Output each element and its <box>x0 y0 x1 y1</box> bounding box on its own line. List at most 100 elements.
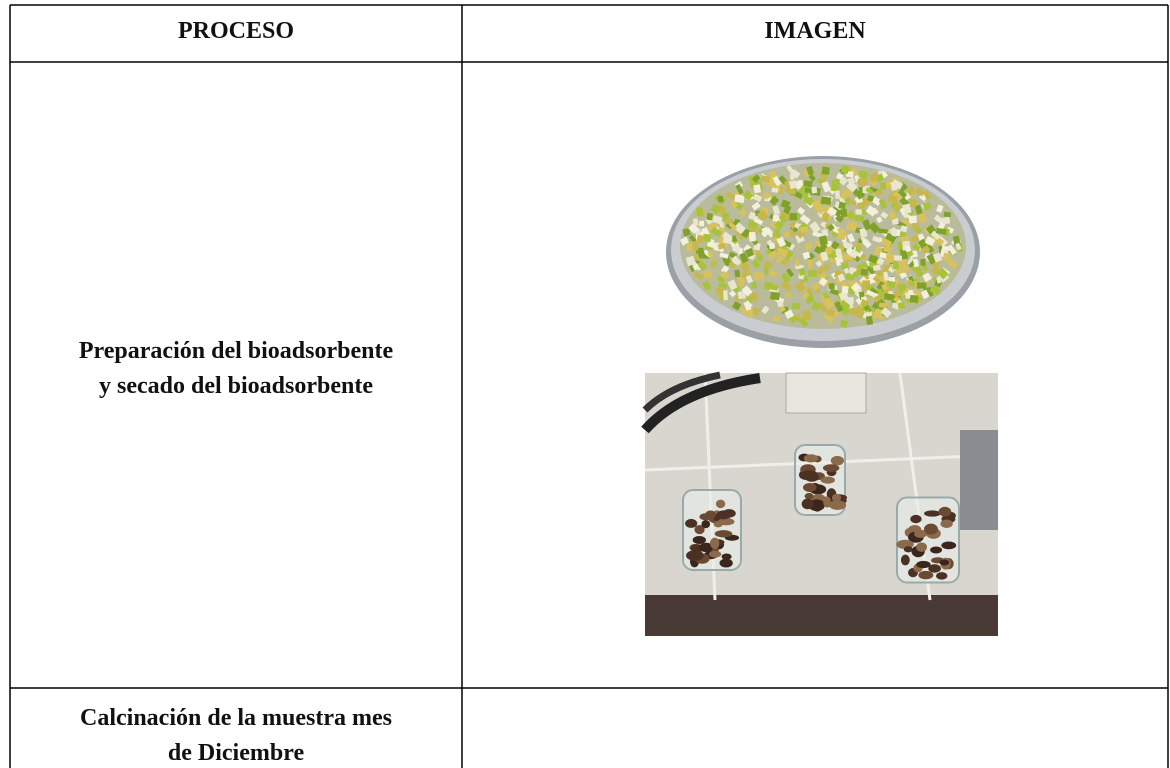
tray-piece <box>778 214 787 224</box>
tray-piece <box>822 297 835 310</box>
tray-piece <box>756 209 769 222</box>
tray-piece <box>786 164 795 174</box>
dried-piece <box>692 535 706 545</box>
tray-piece <box>854 215 865 222</box>
tray-piece <box>891 179 904 190</box>
tray-piece <box>827 207 838 216</box>
tray-piece <box>891 255 903 261</box>
tray-piece <box>922 190 932 201</box>
tray-piece <box>764 266 769 275</box>
dried-piece <box>940 519 953 528</box>
dried-piece <box>930 546 943 554</box>
tray-piece <box>834 256 842 267</box>
tray-piece <box>759 175 771 183</box>
tray-piece <box>876 257 885 266</box>
dried-piece <box>715 499 726 509</box>
tray-piece <box>874 188 884 197</box>
tray-piece <box>834 301 844 313</box>
tray-piece <box>836 230 847 241</box>
tray-piece <box>901 217 911 228</box>
tray-piece <box>842 254 852 260</box>
tray-piece <box>861 238 872 249</box>
tray-piece <box>860 208 868 216</box>
dried-piece <box>916 542 928 552</box>
dried-piece <box>710 537 720 550</box>
tray-piece <box>907 279 913 286</box>
tray-piece <box>836 172 844 181</box>
tray-piece <box>776 247 789 257</box>
tray-piece <box>747 309 754 318</box>
tray-piece <box>815 260 823 268</box>
tray-piece <box>848 306 858 317</box>
dried-piece <box>936 572 948 580</box>
tray-piece <box>798 267 806 276</box>
tray-piece <box>806 287 814 296</box>
tray-piece <box>772 175 782 187</box>
tray-piece <box>822 263 831 272</box>
tray-piece <box>932 252 943 263</box>
tray-piece <box>808 269 817 278</box>
tray-piece <box>772 315 781 323</box>
dried-piece <box>694 524 705 535</box>
tray-piece <box>866 263 878 275</box>
tray-piece <box>763 260 774 269</box>
tray-piece <box>811 301 821 312</box>
tray-piece <box>909 294 919 303</box>
tray-piece <box>768 269 778 278</box>
tray-piece <box>771 187 779 193</box>
tray-piece <box>734 194 745 204</box>
tray-piece <box>794 280 807 293</box>
tray-piece <box>770 291 780 301</box>
tray-piece <box>936 276 942 284</box>
tray-piece <box>933 214 944 224</box>
tray-piece <box>878 228 888 234</box>
dried-piece <box>916 560 931 569</box>
tray-piece <box>865 289 875 297</box>
tray-piece <box>899 231 906 238</box>
dried-piece <box>830 455 844 466</box>
tray-piece <box>821 166 830 175</box>
tray-piece <box>784 292 792 299</box>
tray-piece <box>846 210 856 220</box>
tray-piece <box>937 267 949 280</box>
tray-piece <box>915 187 925 197</box>
tray-piece <box>818 277 828 287</box>
tray-piece <box>920 244 931 255</box>
dried-piece <box>686 550 704 561</box>
tray-piece <box>751 174 761 184</box>
tray-piece <box>780 256 790 266</box>
tray-piece <box>872 235 882 243</box>
tray-piece <box>693 271 704 280</box>
tray-piece <box>776 236 787 248</box>
tray-piece <box>801 310 812 321</box>
tray-piece <box>881 237 893 248</box>
tray-piece <box>882 271 889 281</box>
dried-piece <box>705 510 716 519</box>
tray-piece <box>941 245 951 251</box>
tray-piece <box>779 211 792 222</box>
tray-piece <box>798 185 811 197</box>
tray-piece <box>846 180 858 193</box>
tray-piece <box>835 214 845 223</box>
tray-piece <box>900 248 909 260</box>
tray-piece <box>793 190 804 200</box>
table-borders <box>9 4 1169 768</box>
tray-piece <box>804 241 814 251</box>
tray-piece <box>696 206 704 217</box>
tray-piece <box>682 227 691 237</box>
tray-piece <box>892 262 900 270</box>
tray-piece <box>861 262 868 268</box>
tray-piece <box>872 264 881 272</box>
tray-piece <box>838 201 847 210</box>
tray-piece <box>946 226 955 234</box>
tray-piece <box>744 247 755 258</box>
dried-piece <box>923 523 938 535</box>
tray-piece <box>802 251 811 260</box>
tray-piece <box>878 198 888 209</box>
tray-piece <box>891 218 899 225</box>
tray-piece <box>788 230 796 238</box>
dried-piece <box>924 510 941 517</box>
tray-piece <box>822 213 829 222</box>
tray-piece <box>735 230 746 240</box>
